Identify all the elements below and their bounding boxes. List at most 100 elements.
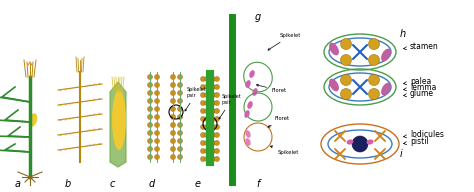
Circle shape <box>155 90 159 95</box>
Circle shape <box>147 74 153 79</box>
Circle shape <box>210 76 216 81</box>
Circle shape <box>215 148 219 153</box>
Circle shape <box>204 108 210 113</box>
Ellipse shape <box>381 83 391 95</box>
Circle shape <box>155 155 159 160</box>
Circle shape <box>215 76 219 81</box>
Ellipse shape <box>366 139 374 145</box>
Circle shape <box>210 93 216 98</box>
Circle shape <box>210 124 216 129</box>
Circle shape <box>147 131 153 136</box>
Text: e: e <box>195 179 201 189</box>
Text: i: i <box>400 149 403 159</box>
Text: Spikelet
pair: Spikelet pair <box>185 87 207 111</box>
Circle shape <box>147 155 153 160</box>
Ellipse shape <box>249 70 255 78</box>
Text: stamen: stamen <box>403 42 439 51</box>
Circle shape <box>368 39 380 50</box>
Ellipse shape <box>245 130 251 138</box>
Circle shape <box>215 117 219 122</box>
Circle shape <box>171 83 175 88</box>
Circle shape <box>204 132 210 137</box>
Ellipse shape <box>381 49 391 61</box>
Circle shape <box>171 155 175 160</box>
Circle shape <box>147 114 153 119</box>
Circle shape <box>215 124 219 129</box>
Ellipse shape <box>245 138 251 146</box>
Text: b: b <box>65 179 71 189</box>
Circle shape <box>201 84 206 89</box>
Text: a: a <box>15 179 21 189</box>
Circle shape <box>155 131 159 136</box>
Circle shape <box>215 156 219 161</box>
Circle shape <box>177 90 182 95</box>
Text: g: g <box>255 12 261 22</box>
Circle shape <box>204 76 210 81</box>
Circle shape <box>210 117 216 122</box>
Circle shape <box>171 98 175 103</box>
Circle shape <box>147 122 153 127</box>
Circle shape <box>155 74 159 79</box>
Circle shape <box>210 148 216 153</box>
Text: Floret: Floret <box>268 116 290 127</box>
Circle shape <box>155 98 159 103</box>
Ellipse shape <box>252 88 258 96</box>
Circle shape <box>204 141 210 146</box>
Circle shape <box>177 83 182 88</box>
Ellipse shape <box>112 90 126 150</box>
Circle shape <box>210 156 216 161</box>
Ellipse shape <box>29 113 37 127</box>
Circle shape <box>147 90 153 95</box>
Circle shape <box>147 83 153 88</box>
Circle shape <box>171 131 175 136</box>
Circle shape <box>201 76 206 81</box>
Ellipse shape <box>329 79 339 91</box>
Circle shape <box>340 39 352 50</box>
Circle shape <box>171 146 175 151</box>
Circle shape <box>215 100 219 105</box>
Circle shape <box>201 93 206 98</box>
Circle shape <box>177 98 182 103</box>
Ellipse shape <box>244 110 250 118</box>
Circle shape <box>177 122 182 127</box>
Circle shape <box>215 108 219 113</box>
Circle shape <box>201 117 206 122</box>
Circle shape <box>368 55 380 65</box>
Polygon shape <box>110 82 126 167</box>
Circle shape <box>340 74 352 85</box>
Circle shape <box>201 132 206 137</box>
Circle shape <box>155 83 159 88</box>
Circle shape <box>201 148 206 153</box>
Circle shape <box>177 107 182 112</box>
Circle shape <box>147 98 153 103</box>
Circle shape <box>215 141 219 146</box>
Circle shape <box>201 156 206 161</box>
Circle shape <box>177 138 182 143</box>
Circle shape <box>171 114 175 119</box>
Circle shape <box>210 141 216 146</box>
Circle shape <box>177 155 182 160</box>
Text: glume: glume <box>403 89 434 98</box>
Text: lemma: lemma <box>403 83 437 92</box>
Circle shape <box>204 124 210 129</box>
Circle shape <box>204 100 210 105</box>
Circle shape <box>204 156 210 161</box>
Text: Spikelet
pair: Spikelet pair <box>219 94 242 119</box>
Circle shape <box>215 132 219 137</box>
Circle shape <box>147 107 153 112</box>
Circle shape <box>171 107 175 112</box>
Circle shape <box>177 131 182 136</box>
Circle shape <box>201 100 206 105</box>
Circle shape <box>155 122 159 127</box>
Circle shape <box>210 84 216 89</box>
Circle shape <box>201 141 206 146</box>
Circle shape <box>147 138 153 143</box>
Circle shape <box>171 74 175 79</box>
Text: palea: palea <box>403 77 431 86</box>
Circle shape <box>215 93 219 98</box>
Ellipse shape <box>245 80 251 88</box>
Text: c: c <box>109 179 115 189</box>
Ellipse shape <box>329 43 339 55</box>
Circle shape <box>210 100 216 105</box>
Circle shape <box>201 124 206 129</box>
